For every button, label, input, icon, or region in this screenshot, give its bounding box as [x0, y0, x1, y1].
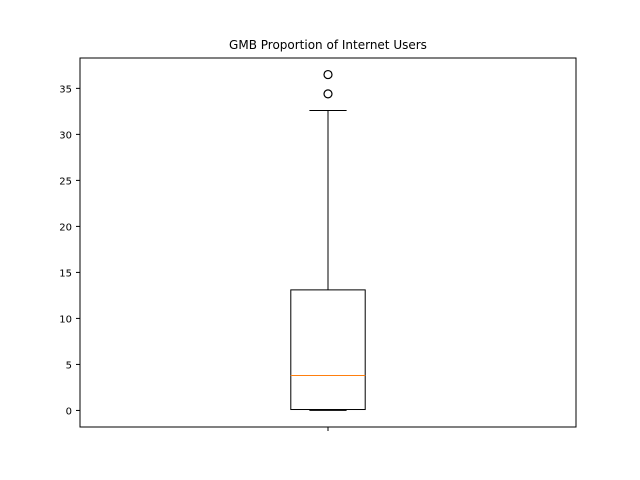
y-tick-label: 15: [59, 268, 72, 279]
y-tick-label: 10: [59, 314, 72, 325]
chart-title: GMB Proportion of Internet Users: [229, 38, 427, 52]
box: [290, 289, 366, 411]
y-tick-label: 25: [59, 176, 72, 187]
outlier-point: [323, 69, 333, 80]
plot-area: [79, 57, 577, 428]
y-tick-label: 30: [59, 130, 72, 141]
y-axis: 0 5 10 15 20 25 30 35: [59, 84, 80, 417]
y-tick-label: 0: [66, 406, 72, 417]
y-tick-label: 20: [59, 222, 72, 233]
y-tick-label: 5: [66, 360, 72, 371]
outlier-point: [323, 89, 333, 99]
y-tick-label: 35: [59, 84, 72, 95]
